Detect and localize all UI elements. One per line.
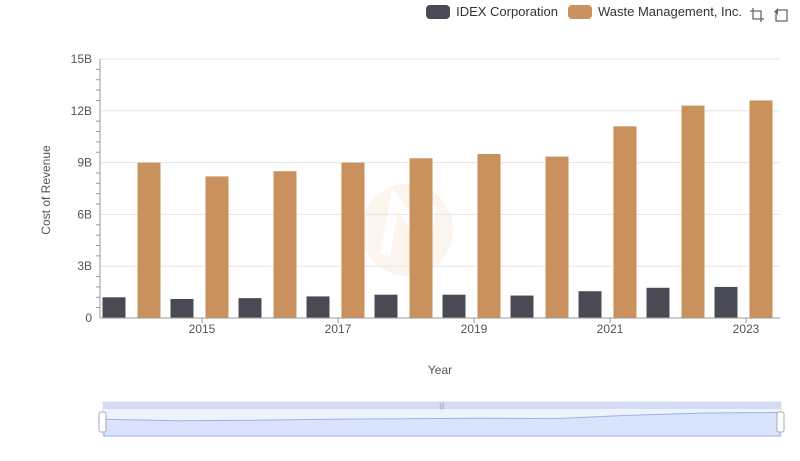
bar-idex-2015[interactable] <box>170 299 194 318</box>
y-tick-label: 6B <box>77 207 92 221</box>
bar-waste-management-2014[interactable] <box>137 162 161 318</box>
bar-idex-2021[interactable] <box>578 291 602 318</box>
slider-handle-left[interactable] <box>98 411 107 433</box>
bar-idex-2019[interactable] <box>442 294 466 318</box>
bar-idex-2023[interactable] <box>714 286 738 318</box>
slider-top-bar[interactable] <box>103 402 781 409</box>
legend-label-idex: IDEX Corporation <box>456 4 558 19</box>
watermark-logo <box>361 184 453 276</box>
bar-idex-2020[interactable] <box>510 295 534 318</box>
bar-waste-management-2020[interactable] <box>545 156 569 318</box>
bar-waste-management-2021[interactable] <box>613 126 637 318</box>
x-tick-label: 2017 <box>325 322 352 336</box>
bar-waste-management-2016[interactable] <box>273 171 297 318</box>
y-tick-label: 12B <box>71 104 92 118</box>
bar-idex-2017[interactable] <box>306 296 330 318</box>
y-tick-label: 9B <box>77 156 92 170</box>
bar-waste-management-2015[interactable] <box>205 176 229 318</box>
legend-item-idex[interactable]: IDEX Corporation <box>426 4 558 19</box>
y-tick-label: 15B <box>71 52 92 66</box>
y-axis-title: Cost of Revenue <box>39 145 53 235</box>
x-tick-label: 2015 <box>189 322 216 336</box>
legend: IDEX Corporation Waste Management, Inc. <box>426 4 742 19</box>
bar-idex-2022[interactable] <box>646 287 670 318</box>
bar-idex-2014[interactable] <box>102 297 126 318</box>
slider-handle-right[interactable] <box>776 411 785 433</box>
reset-icon[interactable] <box>772 6 790 24</box>
x-tick-label: 2019 <box>461 322 488 336</box>
slider-grip-icon: ||| <box>439 403 445 410</box>
y-tick-label: 3B <box>77 259 92 273</box>
range-slider[interactable]: ||| <box>98 401 785 437</box>
bar-waste-management-2019[interactable] <box>477 153 501 318</box>
legend-item-waste-management[interactable]: Waste Management, Inc. <box>567 4 742 19</box>
bar-waste-management-2018[interactable] <box>409 158 433 318</box>
bars <box>102 100 773 319</box>
bar-waste-management-2022[interactable] <box>681 105 705 319</box>
bar-idex-2018[interactable] <box>374 294 398 318</box>
y-tick-label: 0 <box>85 311 92 325</box>
bar-waste-management-2017[interactable] <box>341 162 365 318</box>
bar-idex-2016[interactable] <box>238 298 262 318</box>
legend-label-waste-management: Waste Management, Inc. <box>597 4 742 19</box>
axes: 0 3B 6B 9B 12B 15B 2015 2017 2019 2021 2023 <box>71 52 780 336</box>
x-tick-label: 2021 <box>597 322 624 336</box>
x-tick-label: 2023 <box>733 322 760 336</box>
bar-waste-management-2023[interactable] <box>749 100 773 318</box>
zoom-icon[interactable] <box>748 6 766 24</box>
legend-swatch-waste-management <box>567 4 592 19</box>
x-axis-title: Year <box>428 363 452 377</box>
legend-swatch-idex <box>426 4 451 19</box>
